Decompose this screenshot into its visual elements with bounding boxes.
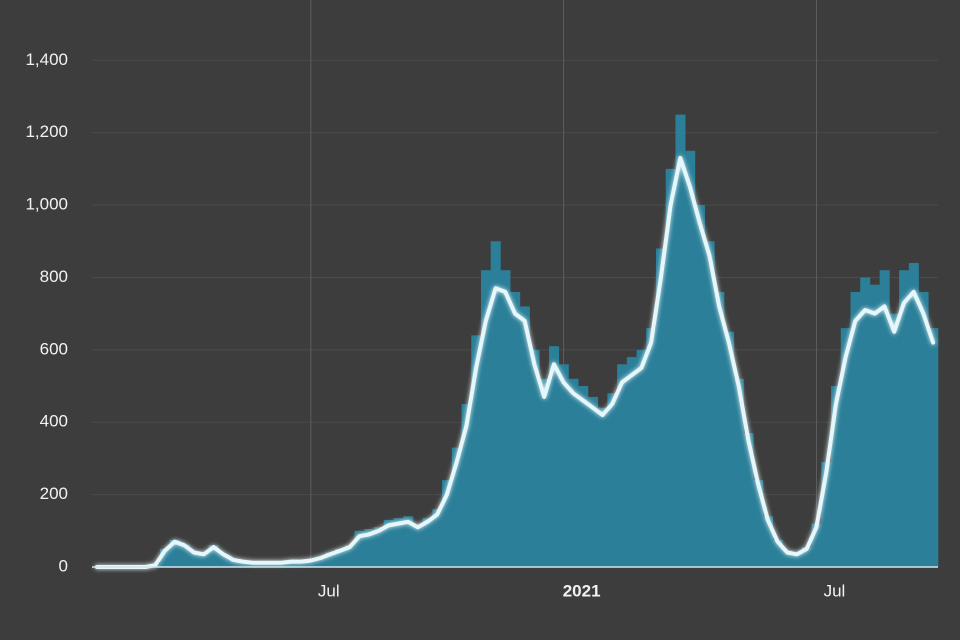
bar [908, 262, 919, 567]
bar [607, 393, 618, 567]
bar [626, 357, 637, 567]
bar [189, 551, 200, 567]
bar [792, 553, 803, 567]
bar [539, 378, 550, 567]
bar [899, 270, 910, 567]
bar [617, 364, 628, 567]
bar [568, 378, 579, 567]
bar [364, 528, 375, 567]
bar [801, 547, 812, 567]
bar [432, 509, 443, 567]
y-tick-label: 400 [40, 412, 68, 431]
bar [480, 270, 491, 567]
bar [160, 548, 171, 567]
average-line [94, 156, 936, 569]
x-tick-label: Jul [318, 581, 340, 600]
bar [656, 248, 667, 568]
bar [403, 516, 414, 567]
bar [685, 150, 696, 567]
bar [422, 518, 433, 567]
bar [374, 527, 385, 567]
bar [821, 462, 832, 567]
bar [889, 313, 900, 567]
y-tick-label: 1,400 [25, 50, 68, 69]
bar [315, 556, 326, 567]
bar [218, 553, 229, 567]
bar [344, 545, 355, 567]
bar [831, 386, 842, 567]
bar [237, 561, 248, 567]
bar [286, 561, 297, 567]
bar [412, 525, 423, 567]
bar [179, 544, 190, 567]
bar [860, 277, 871, 567]
bar [753, 480, 764, 567]
bar [636, 349, 647, 567]
bar [169, 539, 180, 567]
bar [208, 545, 219, 567]
bar [733, 378, 744, 567]
bar [704, 241, 715, 568]
bar [257, 562, 268, 567]
bar [675, 114, 686, 568]
x-tick-label: 2021 [563, 581, 601, 600]
bar [928, 328, 939, 567]
y-tick-label: 600 [40, 339, 68, 358]
y-tick-label: 0 [59, 556, 68, 575]
bar [461, 404, 472, 567]
bar [597, 407, 608, 567]
bar [228, 559, 239, 567]
bar [510, 291, 521, 567]
bar [305, 560, 316, 567]
bar [724, 331, 735, 567]
bar [296, 560, 307, 567]
bar [500, 270, 511, 567]
y-tick-label: 200 [40, 484, 68, 503]
bar [529, 349, 540, 567]
bar [558, 364, 569, 567]
bar [840, 328, 851, 567]
bar [665, 168, 676, 567]
x-tick-label: Jul [824, 581, 846, 600]
bar [646, 328, 657, 567]
bar [743, 433, 754, 567]
bar [694, 205, 705, 567]
bar [762, 516, 773, 567]
bar [879, 270, 890, 567]
bar [714, 291, 725, 567]
bar [335, 548, 346, 567]
bar [442, 480, 453, 567]
y-tick-label: 1,000 [25, 195, 68, 214]
bar [918, 291, 929, 567]
bar [354, 530, 365, 567]
bar [782, 550, 793, 567]
bar [393, 518, 404, 567]
bar [276, 562, 287, 567]
bar [471, 335, 482, 567]
bar [869, 284, 880, 567]
bar [549, 346, 560, 567]
bar [325, 552, 336, 567]
bar [587, 396, 598, 567]
bar [811, 523, 822, 567]
bar [772, 539, 783, 567]
bar [198, 553, 209, 567]
bar [451, 447, 462, 567]
bar [383, 519, 394, 567]
y-tick-label: 800 [40, 267, 68, 286]
bar [519, 306, 530, 567]
bar [850, 291, 861, 567]
y-tick-label: 1,200 [25, 122, 68, 141]
bar [578, 386, 589, 567]
bar [490, 241, 501, 568]
